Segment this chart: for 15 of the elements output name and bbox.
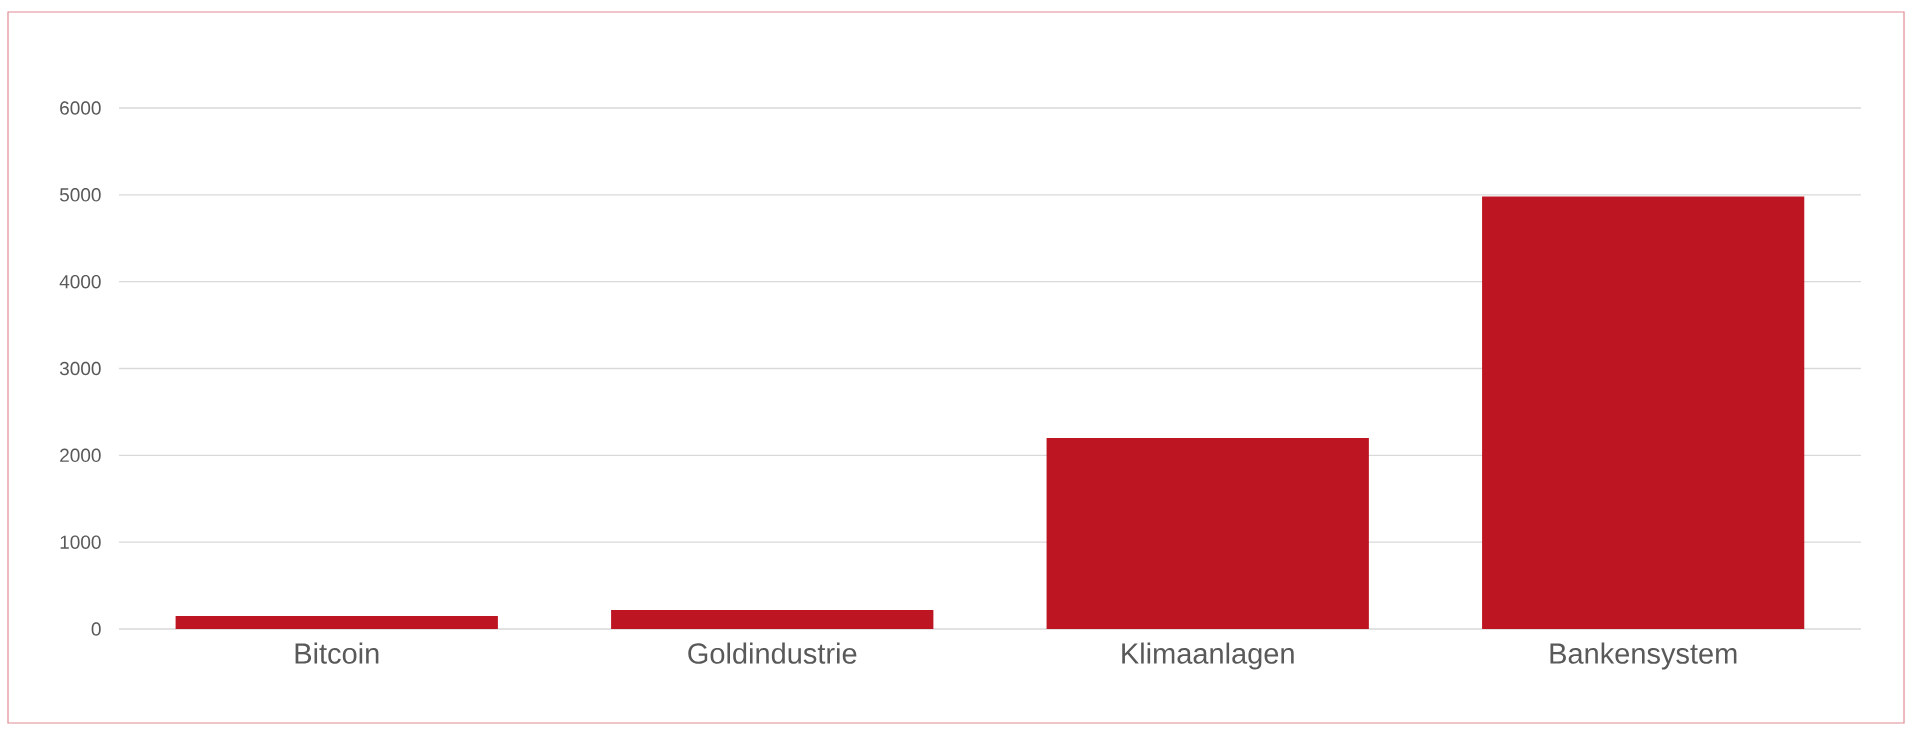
x-tick-label: Bankensystem: [1550, 642, 1737, 670]
bar: [1046, 437, 1369, 629]
bar: [611, 609, 934, 629]
y-tick-label: 1000: [60, 535, 101, 549]
y-tick-label: 3000: [59, 361, 101, 376]
y-tick-label: 2000: [60, 448, 101, 463]
y-tick-label: 6000: [60, 101, 101, 115]
bar: [1482, 196, 1805, 629]
y-tick-label: 4000: [59, 274, 101, 289]
bar: [175, 615, 498, 629]
x-tick-label: Goldindustrie: [688, 642, 857, 664]
y-tick-label: 5000: [59, 188, 101, 202]
x-tick-label: Klimaanlagen: [1122, 642, 1294, 670]
y-tick-label: 0: [91, 622, 101, 636]
x-tick-label: Bitcoin: [295, 642, 379, 664]
